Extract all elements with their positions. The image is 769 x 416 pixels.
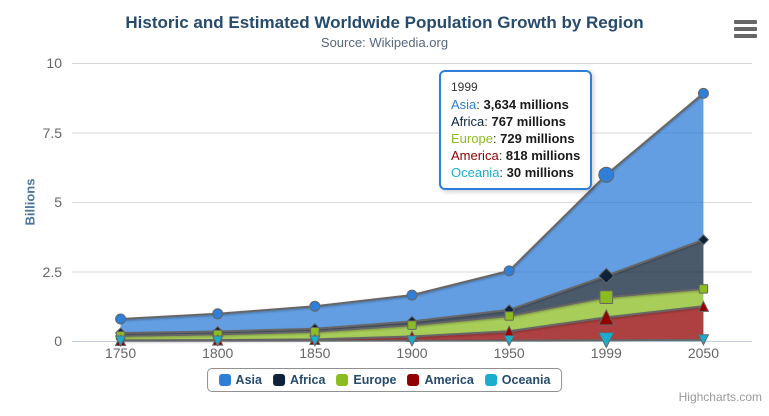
marker-oceania-1750[interactable] — [114, 335, 127, 348]
marker-asia-2050[interactable] — [697, 87, 709, 99]
legend-symbol-oceania — [484, 374, 497, 386]
marker-africa-1999[interactable] — [598, 267, 615, 285]
legend-symbol-africa — [272, 374, 285, 386]
legend-item-asia[interactable]: Asia — [218, 373, 262, 387]
area-asia[interactable] — [120, 93, 704, 333]
marker-africa-2050[interactable] — [697, 234, 710, 246]
export-menu-button[interactable] — [734, 20, 757, 41]
legend-label: Oceania — [501, 373, 551, 387]
marker-europe-2050[interactable] — [698, 284, 709, 294]
y-axis-label-7.5: 7.5 — [42, 124, 62, 141]
legend-item-oceania[interactable]: Oceania — [484, 373, 551, 387]
marker-oceania-2050[interactable] — [697, 334, 710, 346]
chart-title: Historic and Estimated Worldwide Populat… — [125, 13, 644, 32]
legend-item-europe[interactable]: Europe — [336, 373, 396, 387]
legend: Asia Africa Europe America Oceania — [206, 368, 563, 392]
x-axis-label-1999: 1999 — [590, 345, 622, 361]
y-axis-label-2.5: 2.5 — [42, 263, 62, 280]
hamburger-bar-icon — [734, 27, 757, 31]
hamburger-bar-icon — [734, 34, 757, 38]
marker-oceania-1850[interactable] — [309, 335, 321, 348]
marker-america-1999[interactable] — [597, 308, 615, 326]
legend-item-africa[interactable]: Africa — [272, 373, 326, 387]
area-america[interactable] — [120, 306, 704, 341]
x-axis-label-1750: 1750 — [104, 345, 137, 361]
legend-label: Africa — [289, 373, 326, 387]
y-axis-label-5: 5 — [54, 194, 62, 210]
marker-europe-1950[interactable] — [504, 311, 514, 321]
marker-asia-1850[interactable] — [309, 300, 321, 312]
legend-label: Europe — [353, 373, 397, 387]
marker-oceania-1999[interactable] — [597, 332, 615, 349]
legend-label: Asia — [235, 373, 262, 387]
marker-oceania-1950[interactable] — [503, 335, 515, 347]
x-axis-label-1900: 1900 — [396, 345, 428, 361]
legend-item-america[interactable]: America — [407, 373, 474, 387]
y-axis-label-0: 0 — [54, 333, 62, 349]
marker-oceania-1800[interactable] — [211, 335, 224, 348]
marker-asia-1900[interactable] — [406, 289, 418, 301]
legend-symbol-asia — [218, 374, 231, 386]
credits-link[interactable]: Highcharts.com — [678, 390, 762, 404]
y-axis-label-10: 10 — [46, 55, 62, 71]
x-axis-label-1850: 1850 — [299, 345, 331, 361]
legend-symbol-europe — [336, 374, 349, 386]
marker-asia-1950[interactable] — [503, 265, 515, 277]
marker-america-2050[interactable] — [697, 300, 710, 312]
marker-asia-1750[interactable] — [115, 313, 127, 325]
legend-symbol-america — [407, 374, 420, 386]
x-axis-label-1800: 1800 — [202, 345, 234, 361]
marker-asia-1999[interactable] — [598, 166, 615, 183]
x-axis-label-1950: 1950 — [493, 345, 525, 361]
x-axis-label-2050: 2050 — [687, 345, 719, 361]
legend-label: America — [424, 373, 474, 387]
series-asia[interactable] — [115, 87, 709, 333]
chart-subtitle: Source: Wikipedia.org — [320, 35, 449, 50]
area-africa[interactable] — [120, 239, 704, 336]
marker-asia-1800[interactable] — [212, 308, 224, 320]
marker-europe-1999[interactable] — [599, 290, 614, 305]
marker-oceania-1900[interactable] — [406, 335, 418, 347]
y-axis-title: Billions — [22, 178, 38, 226]
marker-europe-1900[interactable] — [407, 320, 417, 330]
series-oceania[interactable] — [114, 332, 710, 349]
hamburger-bar-icon — [734, 20, 757, 24]
